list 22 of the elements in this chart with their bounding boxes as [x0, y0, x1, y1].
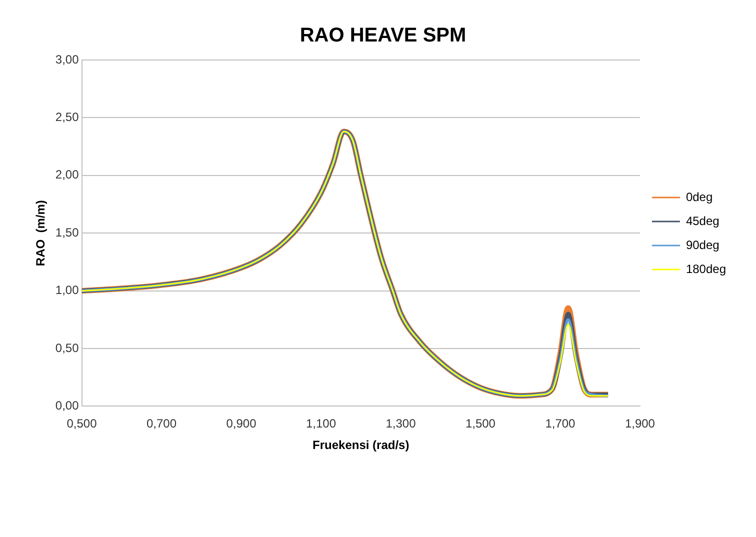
chart-title: RAO HEAVE SPM — [300, 24, 466, 47]
y-tick-label: 1,50 — [55, 225, 80, 240]
y-tick-label: 2,50 — [55, 110, 80, 124]
x-tick-label: 1,900 — [624, 416, 656, 431]
legend-label: 180deg — [686, 262, 726, 276]
x-tick-label: 1,700 — [545, 416, 576, 431]
x-tick-label: 0,900 — [226, 416, 257, 431]
x-axis-title: Fruekensi (rad/s) — [312, 438, 410, 452]
x-tick-label: 1,100 — [306, 416, 336, 431]
x-tick-label: 0,700 — [146, 416, 177, 431]
y-tick-label: 1,00 — [55, 283, 80, 298]
y-axis-title: RAO (m/m) — [34, 200, 48, 266]
legend-label: 90deg — [686, 238, 720, 252]
y-tick-label: 3,00 — [55, 52, 80, 66]
y-tick-label: 2,00 — [55, 168, 80, 182]
legend-label: 0deg — [686, 190, 713, 204]
legend-label: 45deg — [686, 214, 720, 228]
x-tick-label: 1,300 — [386, 416, 416, 431]
y-tick-label: 0,00 — [55, 398, 80, 413]
y-tick-label: 0,50 — [55, 340, 80, 355]
x-tick-label: 1,500 — [465, 416, 496, 431]
x-tick-label: 0,500 — [66, 416, 98, 431]
